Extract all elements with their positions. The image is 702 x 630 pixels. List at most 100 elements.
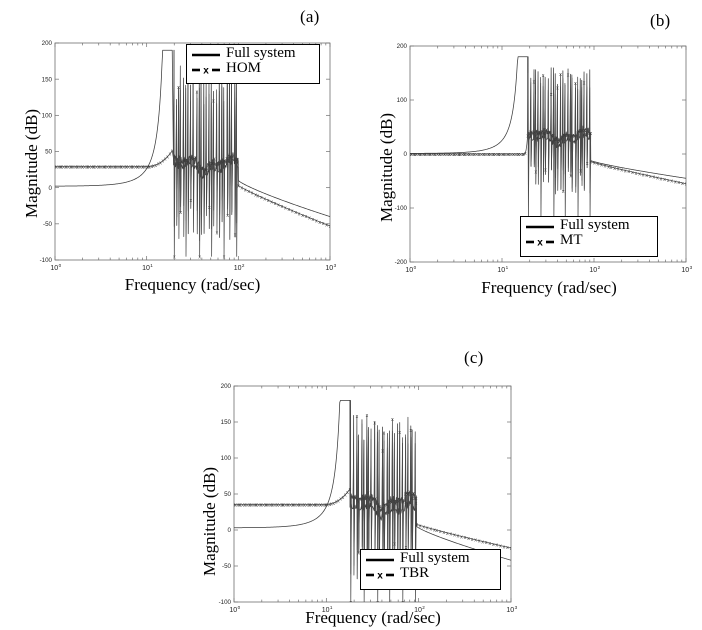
svg-text:x: x (426, 525, 429, 531)
svg-text:x: x (439, 529, 442, 535)
svg-text:x: x (480, 152, 483, 158)
svg-text:x: x (193, 156, 196, 162)
svg-text:x: x (544, 131, 547, 137)
svg-text:x: x (190, 156, 193, 162)
svg-text:x: x (448, 152, 451, 158)
svg-text:x: x (157, 162, 160, 168)
svg-text:x: x (177, 85, 180, 91)
svg-text:x: x (653, 175, 656, 181)
svg-text:x: x (471, 152, 474, 158)
svg-text:x: x (102, 165, 105, 171)
svg-text:x: x (106, 165, 109, 171)
svg-text:x: x (281, 503, 284, 509)
svg-text:x: x (434, 152, 437, 158)
svg-text:x: x (215, 162, 218, 168)
svg-text:x: x (415, 522, 418, 528)
svg-text:x: x (276, 503, 279, 509)
svg-text:x: x (414, 152, 417, 158)
svg-text:x: x (556, 85, 559, 91)
svg-text:x: x (468, 152, 471, 158)
svg-text:100: 100 (397, 97, 408, 104)
svg-text:x: x (209, 163, 212, 169)
svg-text:x: x (198, 254, 201, 260)
svg-text:x: x (409, 428, 412, 434)
svg-text:0: 0 (404, 151, 408, 158)
svg-text:x: x (329, 502, 332, 508)
svg-text:x: x (429, 526, 432, 532)
svg-text:x: x (405, 491, 408, 497)
svg-text:x: x (468, 152, 471, 158)
svg-text:x: x (422, 152, 425, 158)
svg-text:x: x (529, 130, 532, 136)
svg-text:x: x (356, 497, 359, 503)
svg-text:10: 10 (405, 267, 413, 274)
svg-text:x: x (54, 165, 57, 171)
svg-text:x: x (377, 570, 383, 580)
svg-text:100: 100 (42, 113, 53, 120)
svg-text:x: x (526, 134, 529, 140)
svg-text:x: x (496, 543, 499, 549)
svg-text:x: x (510, 152, 513, 158)
svg-text:10: 10 (229, 607, 237, 614)
svg-text:x: x (570, 133, 573, 139)
svg-text:x: x (317, 503, 320, 509)
svg-text:x: x (467, 536, 470, 542)
svg-text:x: x (493, 152, 496, 158)
svg-text:x: x (221, 160, 224, 166)
svg-text:x: x (265, 503, 268, 509)
svg-text:x: x (132, 165, 135, 171)
svg-text:x: x (59, 165, 62, 171)
svg-text:x: x (325, 223, 328, 229)
svg-text:150: 150 (42, 76, 53, 83)
svg-text:x: x (371, 495, 374, 501)
panel-b: (b) 10 0 10 1 10 2 10 3 200 100 0 -100 -200 x x x x x x x x x… (352, 0, 702, 320)
svg-text:x: x (308, 216, 311, 222)
svg-text:x: x (368, 497, 371, 503)
svg-text:x: x (422, 524, 425, 530)
svg-text:x: x (322, 503, 325, 509)
svg-text:x: x (372, 496, 375, 502)
svg-text:x: x (379, 504, 382, 510)
svg-text:x: x (76, 165, 79, 171)
svg-text:x: x (638, 172, 641, 178)
svg-text:x: x (230, 156, 233, 162)
svg-text:x: x (231, 154, 234, 160)
svg-text:x: x (413, 152, 416, 158)
svg-text:x: x (324, 503, 327, 509)
svg-text:x: x (255, 503, 258, 509)
svg-text:x: x (461, 152, 464, 158)
svg-text:x: x (597, 162, 600, 168)
svg-text:x: x (583, 80, 586, 86)
svg-text:x: x (475, 152, 478, 158)
svg-text:x: x (233, 503, 236, 509)
legend-label-full-system: Full system (400, 550, 470, 566)
svg-text:x: x (69, 165, 72, 171)
svg-text:x: x (194, 155, 197, 161)
svg-text:x: x (244, 187, 247, 193)
svg-text:x: x (522, 152, 525, 158)
svg-text:x: x (443, 152, 446, 158)
svg-text:x: x (413, 496, 416, 502)
svg-text:x: x (183, 159, 186, 165)
svg-text:x: x (118, 165, 121, 171)
svg-text:x: x (567, 72, 570, 78)
svg-text:x: x (70, 165, 73, 171)
svg-text:x: x (660, 176, 663, 182)
svg-text:x: x (179, 210, 182, 216)
svg-text:x: x (663, 177, 666, 183)
svg-text:x: x (131, 165, 134, 171)
svg-text:x: x (246, 503, 249, 509)
svg-text:x: x (550, 133, 553, 139)
svg-text:x: x (588, 131, 591, 137)
svg-text:x: x (269, 503, 272, 509)
svg-text:x: x (319, 503, 322, 509)
svg-text:-100: -100 (40, 257, 53, 264)
svg-text:x: x (289, 503, 292, 509)
svg-text:x: x (656, 176, 659, 182)
svg-text:x: x (453, 533, 456, 539)
svg-text:x: x (562, 189, 565, 195)
solid-line-icon (365, 553, 395, 565)
svg-text:200: 200 (397, 43, 408, 50)
svg-text:x: x (235, 157, 238, 163)
